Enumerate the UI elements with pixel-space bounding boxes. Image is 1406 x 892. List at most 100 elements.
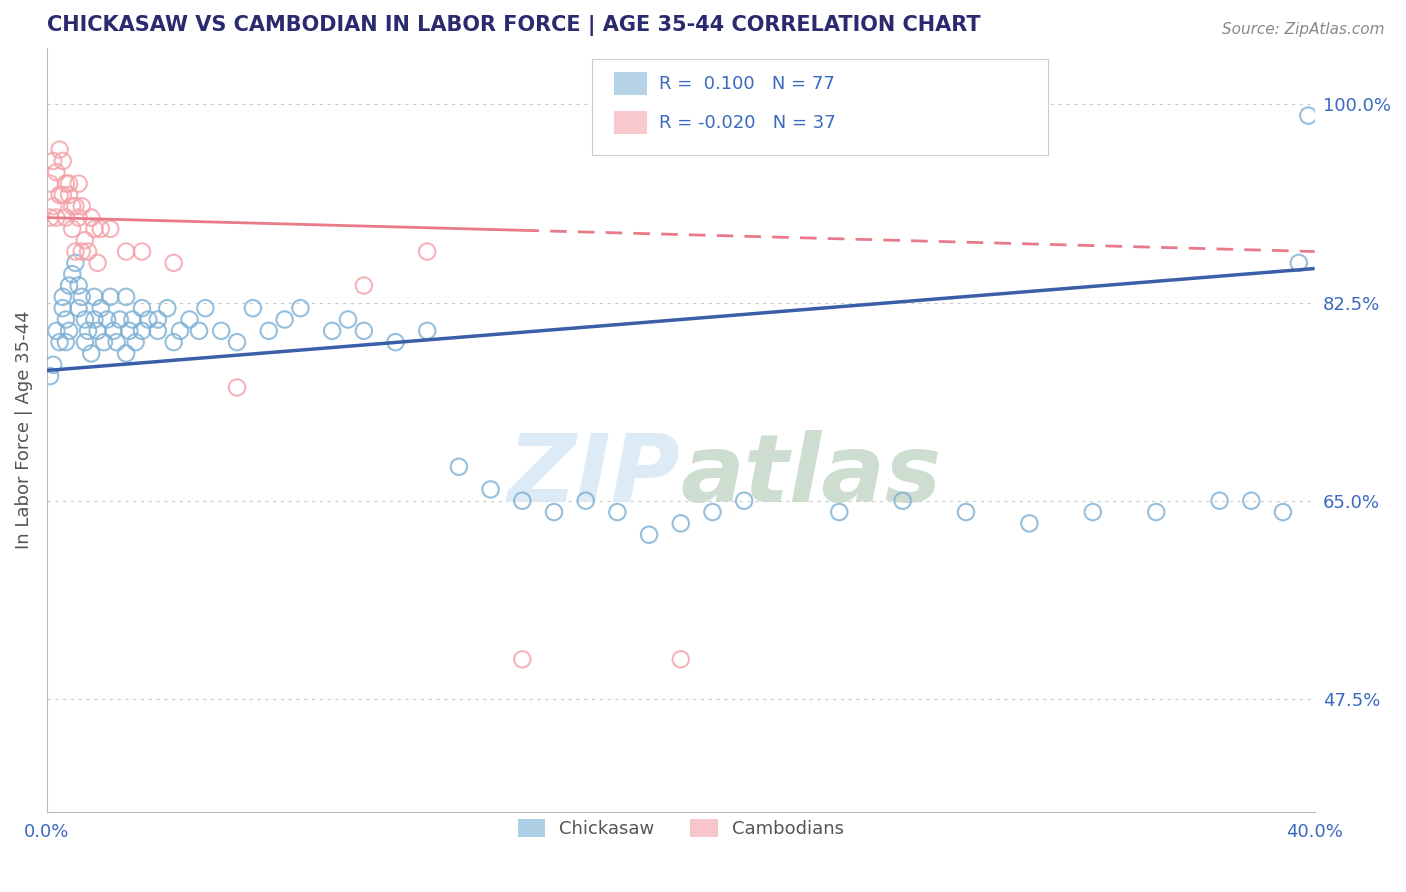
Point — [45, 324, 67, 338]
Point — [67, 177, 90, 191]
FancyBboxPatch shape — [592, 59, 1049, 154]
Point — [52, 153, 75, 168]
Point — [77, 324, 100, 338]
Point — [955, 505, 977, 519]
Point — [52, 188, 75, 202]
Point — [86, 324, 108, 338]
Point — [242, 301, 264, 315]
Point — [55, 177, 77, 191]
Text: CHICKASAW VS CAMBODIAN IN LABOR FORCE | AGE 35-44 CORRELATION CHART: CHICKASAW VS CAMBODIAN IN LABOR FORCE | … — [46, 15, 980, 36]
Point — [384, 335, 406, 350]
Point — [226, 335, 249, 350]
Point — [447, 459, 470, 474]
Point — [73, 335, 96, 350]
Point — [606, 505, 628, 519]
Point — [337, 312, 360, 326]
Point — [70, 244, 93, 259]
Point — [48, 188, 70, 202]
Point — [55, 211, 77, 225]
Point — [52, 301, 75, 315]
Point — [179, 312, 201, 326]
Point — [416, 244, 439, 259]
Point — [1240, 493, 1263, 508]
Point — [90, 301, 112, 315]
Point — [65, 256, 87, 270]
Point — [124, 335, 146, 350]
Legend: Chickasaw, Cambodians: Chickasaw, Cambodians — [510, 812, 851, 846]
Point — [510, 652, 533, 666]
Point — [828, 505, 851, 519]
Text: atlas: atlas — [681, 430, 942, 522]
Point — [77, 244, 100, 259]
Point — [70, 290, 93, 304]
Point — [42, 153, 65, 168]
Point — [60, 267, 83, 281]
Point — [98, 290, 121, 304]
Point — [55, 335, 77, 350]
Point — [42, 358, 65, 372]
Point — [45, 165, 67, 179]
Point — [73, 312, 96, 326]
Point — [58, 177, 80, 191]
FancyBboxPatch shape — [613, 72, 647, 95]
Point — [55, 312, 77, 326]
Point — [136, 312, 159, 326]
Point — [163, 256, 186, 270]
Text: R = -0.020   N = 37: R = -0.020 N = 37 — [659, 113, 837, 132]
Point — [118, 324, 141, 338]
Point — [226, 380, 249, 394]
Point — [121, 312, 143, 326]
Point — [1081, 505, 1104, 519]
Point — [60, 222, 83, 236]
Point — [67, 278, 90, 293]
Point — [80, 211, 103, 225]
Point — [169, 324, 191, 338]
Point — [98, 222, 121, 236]
Point — [146, 312, 169, 326]
Y-axis label: In Labor Force | Age 35-44: In Labor Force | Age 35-44 — [15, 310, 32, 549]
Point — [353, 324, 375, 338]
Point — [156, 301, 179, 315]
Point — [48, 143, 70, 157]
Point — [543, 505, 565, 519]
Point — [65, 244, 87, 259]
Point — [45, 211, 67, 225]
Point — [58, 188, 80, 202]
Point — [86, 256, 108, 270]
Point — [115, 244, 138, 259]
Point — [131, 324, 153, 338]
Point — [209, 324, 232, 338]
Point — [39, 177, 62, 191]
Point — [188, 324, 211, 338]
Point — [273, 312, 295, 326]
Point — [73, 233, 96, 247]
Point — [39, 211, 62, 225]
Point — [146, 324, 169, 338]
Point — [1208, 493, 1230, 508]
Point — [39, 369, 62, 384]
Point — [702, 505, 724, 519]
Point — [321, 324, 343, 338]
Point — [416, 324, 439, 338]
Point — [290, 301, 312, 315]
Point — [105, 335, 128, 350]
FancyBboxPatch shape — [613, 112, 647, 134]
Point — [70, 199, 93, 213]
Point — [510, 493, 533, 508]
Point — [1298, 109, 1320, 123]
Point — [1271, 505, 1294, 519]
Point — [58, 324, 80, 338]
Point — [93, 335, 115, 350]
Point — [58, 278, 80, 293]
Point — [131, 301, 153, 315]
Point — [90, 222, 112, 236]
Point — [479, 483, 502, 497]
Point — [103, 324, 125, 338]
Point — [42, 199, 65, 213]
Point — [115, 346, 138, 360]
Point — [353, 278, 375, 293]
Point — [194, 301, 217, 315]
Point — [257, 324, 280, 338]
Point — [83, 290, 105, 304]
Point — [131, 244, 153, 259]
